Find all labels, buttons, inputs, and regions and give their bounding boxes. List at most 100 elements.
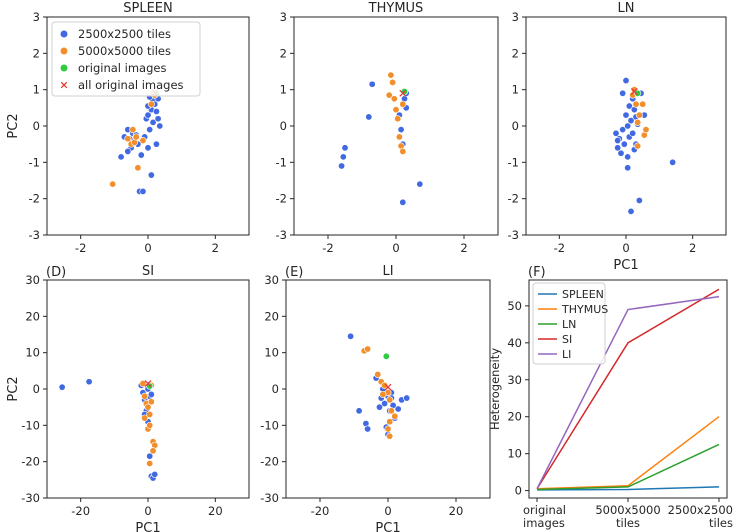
data-point [612,129,620,137]
data-point [391,412,399,420]
panel-title: SI [142,264,154,279]
y-tick-label: -30 [21,491,40,505]
data-point [386,418,394,426]
series-2500x2500-tiles [338,80,424,206]
data-point [117,153,125,161]
data-point [355,407,363,415]
legend-label: 2500x2500 tiles [78,27,171,41]
data-point [394,115,402,123]
data-point [147,390,155,398]
data-point [156,122,164,130]
y-tick-label: 30 [507,373,522,387]
legend-label: SI [562,333,572,346]
data-point [416,180,424,188]
marker-x [144,380,152,388]
data-point [374,370,382,378]
data-point [386,396,394,404]
x-tick-label: -2 [554,241,565,255]
data-point [375,403,383,411]
data-point [141,414,149,422]
data-point [365,113,373,121]
data-point [669,158,677,166]
data-point [146,452,154,460]
data-point [139,380,147,388]
data-point [381,381,389,389]
data-point [627,207,635,215]
y-tick-label: 10 [25,346,40,360]
series-line-ln [536,443,720,491]
panel-label: (D) [46,265,66,280]
y-tick-label: 0 [515,484,522,498]
x-tick-label: 20 [449,504,464,518]
y-tick-label: -1 [276,155,287,169]
legend-label: THYMUS [561,303,608,316]
legend-marker-x [60,81,68,89]
legend-marker [60,30,68,38]
y-tick-label: -3 [29,228,40,242]
y-tick-label: -20 [260,455,279,469]
x-tick-label: 0 [622,241,629,255]
y-tick-label: 0 [512,119,519,133]
data-point [146,459,154,467]
x-category-line: images [523,516,565,530]
y-tick-label: -10 [260,418,279,432]
data-point [132,133,140,141]
x-axis-label: PC1 [613,258,638,273]
y-tick-label: -30 [260,491,279,505]
y-axis-label: PC2 [6,376,21,401]
panel-title: THYMUS [368,1,424,16]
series-line-si [536,288,720,490]
y-axis-label: Heterogeneity [488,348,502,430]
data-point [382,352,390,360]
marker-x-stroke [144,380,152,388]
panel-thymus: THYMUS -3 -2 -1 0 1 2 3 -2 0 2 [276,1,499,255]
data-point [397,126,405,134]
marker-x-stroke [630,88,638,95]
y-tick-label: -2 [276,192,287,206]
data-point [634,142,642,150]
series-5000x5000-tiles [360,345,399,440]
legend-label: original images [78,61,166,75]
panel-ln: LN -3 -2 -1 0 1 2 3 -2 0 2 PC1 [508,1,727,273]
y-tick-label: -20 [21,455,40,469]
y-tick-label: 0 [33,382,40,396]
data-point [395,133,403,141]
x-tick-label: 0 [392,241,399,255]
data-point [634,118,642,126]
data-point [384,425,392,433]
data-point [149,447,157,455]
legend: 2500x2500 tiles 5000x5000 tiles original i… [51,21,201,97]
legend-marker [60,47,68,55]
x-tick-label: 2 [689,241,696,255]
y-tick-label: 1 [33,83,40,97]
x-category-label: original images [523,503,566,530]
x-tick-label: 2 [212,241,219,255]
data-point [339,153,347,161]
data-point [389,78,397,86]
axes-frame [285,279,491,499]
data-point [642,126,650,134]
y-tick-label: 10 [507,447,522,461]
x-tick-label: 20 [208,504,223,518]
x-category-label: 5000x5000 tiles [595,503,660,530]
data-point [338,162,346,170]
legend-label: LN [562,318,576,331]
series-all-original-images [630,88,638,95]
y-tick-label: -1 [508,155,519,169]
series-2500x2500-tiles [117,93,164,195]
data-point [632,100,640,108]
data-point [399,100,407,108]
data-point [364,345,372,353]
data-point [368,80,376,88]
axes-frame [293,16,499,236]
data-point [627,117,635,125]
panel-li: LI (E) -30 -20 -10 0 10 20 30 -20 0 20 PC1 [260,264,491,532]
y-tick-label: 40 [507,336,522,350]
data-point [109,180,117,188]
y-tick-label: -10 [21,418,40,432]
y-tick-label: 2 [280,46,287,60]
data-point [635,196,643,204]
series-line-thymus [536,416,720,490]
x-category-label: 2500x2500 tiles [668,503,733,530]
